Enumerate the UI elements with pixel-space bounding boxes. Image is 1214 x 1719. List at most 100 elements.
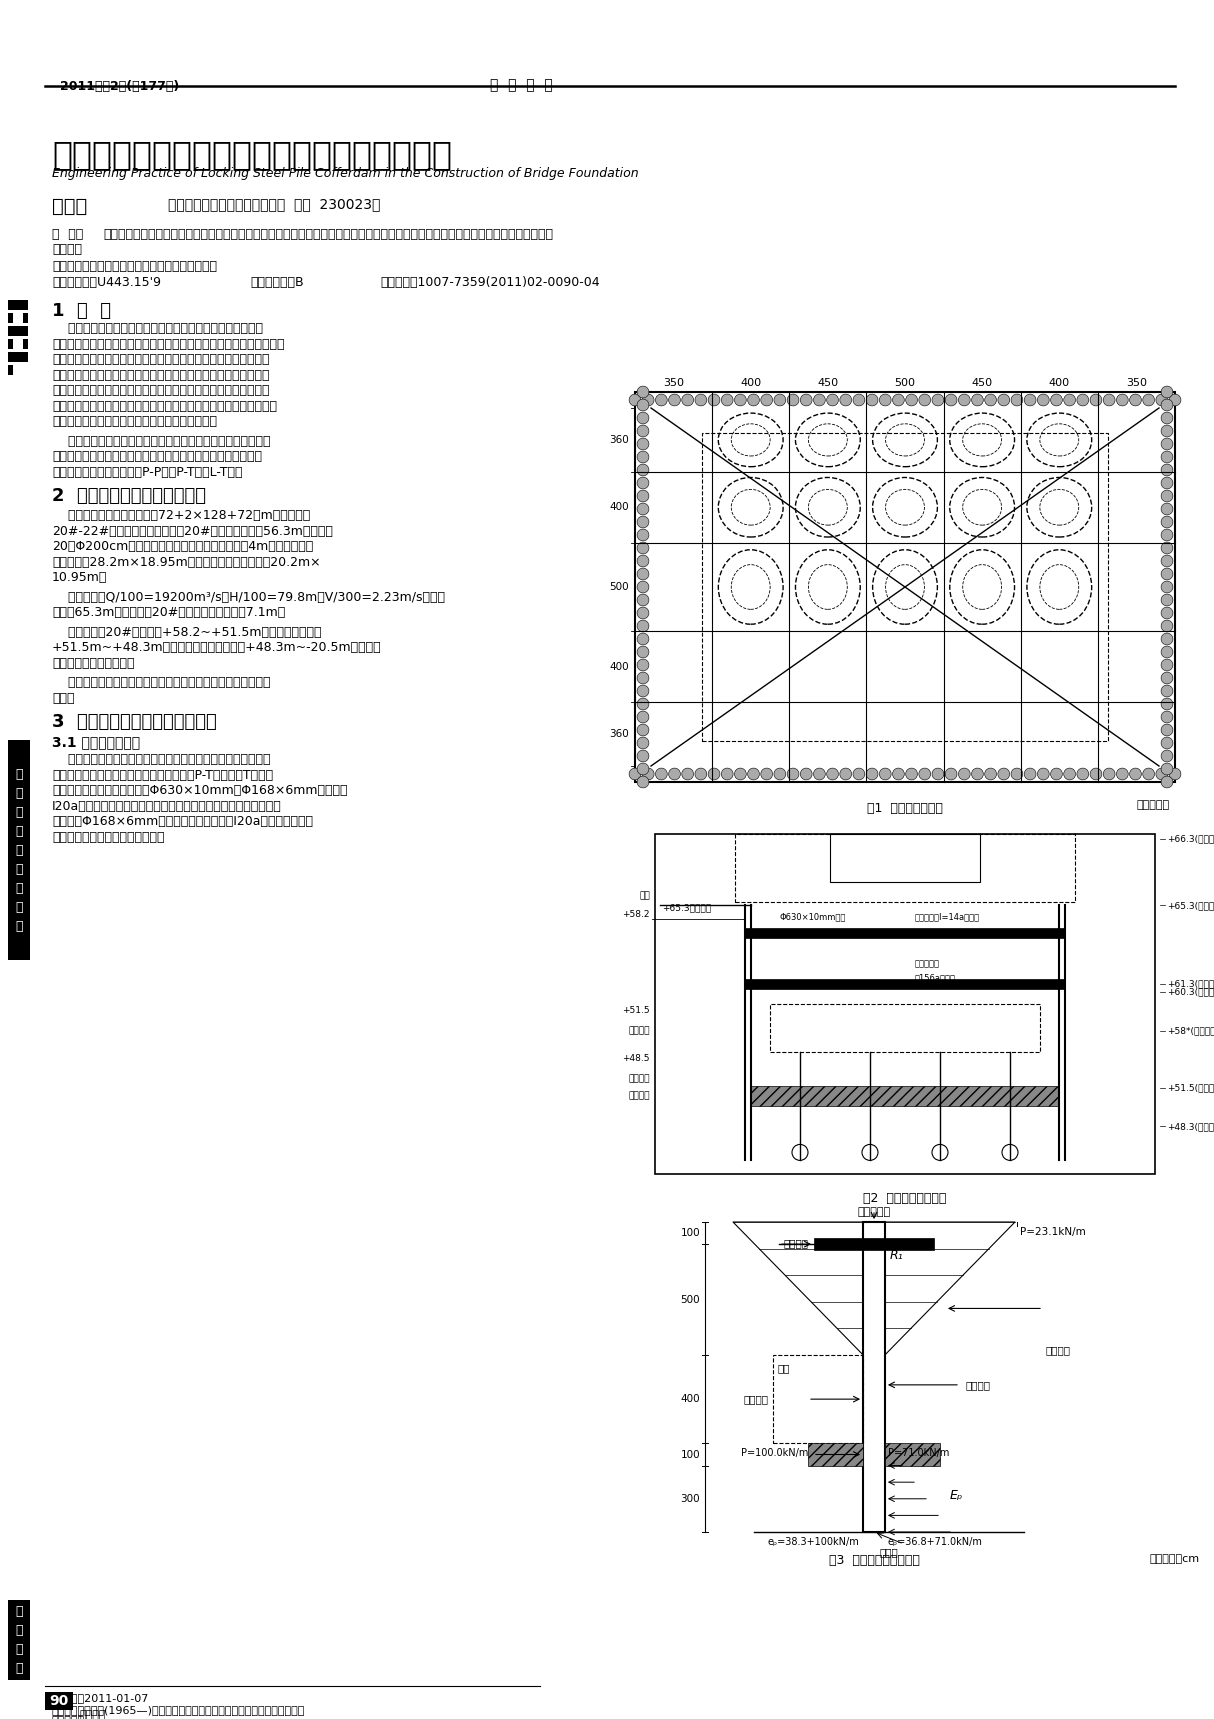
Bar [13, 301, 18, 309]
Circle shape [827, 394, 839, 406]
Text: 400: 400 [609, 662, 629, 672]
Circle shape [1090, 394, 1102, 406]
Text: P=23.1kN/m: P=23.1kN/m [1020, 1227, 1085, 1238]
Bar [863, 1222, 885, 1532]
Text: +65.3施工水位: +65.3施工水位 [662, 904, 711, 913]
Circle shape [1050, 394, 1062, 406]
Circle shape [1161, 658, 1173, 670]
Circle shape [879, 394, 891, 406]
Circle shape [629, 768, 641, 780]
Circle shape [637, 595, 649, 605]
Circle shape [840, 768, 852, 780]
Circle shape [637, 621, 649, 633]
Bar [8, 327, 13, 335]
Circle shape [879, 768, 891, 780]
Circle shape [694, 394, 707, 406]
Circle shape [642, 394, 654, 406]
Circle shape [1129, 394, 1141, 406]
Circle shape [1038, 768, 1049, 780]
Circle shape [1025, 394, 1036, 406]
Circle shape [637, 633, 649, 645]
Circle shape [637, 686, 649, 696]
Text: 400: 400 [1049, 378, 1070, 388]
Circle shape [669, 394, 680, 406]
Text: P=71.0kN/m: P=71.0kN/m [887, 1449, 949, 1458]
Text: 下近年来出现的一种新型围堰结构，因其具有施工简便、结构灵活、: 下近年来出现的一种新型围堰结构，因其具有施工简便、结构灵活、 [52, 399, 277, 413]
Circle shape [708, 768, 720, 780]
Circle shape [775, 394, 785, 406]
Text: 工技术得到广泛的应用，尤其是深水或地质条件复杂的桥梁基础的: 工技术得到广泛的应用，尤其是深水或地质条件复杂的桥梁基础的 [52, 368, 270, 382]
Circle shape [1161, 387, 1173, 397]
Circle shape [932, 394, 943, 406]
Circle shape [637, 607, 649, 619]
Text: I20a组成，大小钢管间两侧采用竖向加劲板加固并于接接的钢管满: I20a组成，大小钢管间两侧采用竖向加劲板加固并于接接的钢管满 [52, 799, 282, 813]
Text: 400: 400 [609, 502, 629, 512]
Circle shape [1161, 749, 1173, 762]
Circle shape [906, 768, 918, 780]
Circle shape [1161, 698, 1173, 710]
Bar [13, 352, 18, 363]
Bar [770, 1004, 1040, 1052]
Bar [745, 928, 1065, 937]
Bar [8, 313, 13, 323]
Circle shape [637, 490, 649, 502]
Circle shape [1161, 737, 1173, 749]
Circle shape [637, 387, 649, 397]
Text: 450: 450 [817, 378, 839, 388]
Circle shape [1161, 490, 1173, 502]
Bar [809, 1444, 863, 1466]
Circle shape [813, 394, 826, 406]
Circle shape [1161, 555, 1173, 567]
Text: 450: 450 [971, 378, 993, 388]
Text: 新的发展阶段，大型跨江跨河桥梁工程不断出现，一批新型桥梁施: 新的发展阶段，大型跨江跨河桥梁工程不断出现，一批新型桥梁施 [52, 352, 270, 366]
Bar [8, 364, 13, 375]
Text: 更常用的工字钢替代；由钢管Φ630×10mm、Φ168×6mm及工字钢: 更常用的工字钢替代；由钢管Φ630×10mm、Φ168×6mm及工字钢 [52, 784, 347, 798]
Text: 内为强风化泥岩粉砂岩。: 内为强风化泥岩粉砂岩。 [52, 657, 135, 669]
Circle shape [637, 646, 649, 658]
Bar [23, 352, 28, 363]
Bar [18, 327, 23, 335]
Text: 通过方案比选，最后选用了锁口钢管桩围堰作为本承台的施工: 通过方案比选，最后选用了锁口钢管桩围堰作为本承台的施工 [52, 676, 271, 689]
Text: 建设的加快，国内的铁路、公路及市政桥梁建设也陆陆续续进入了一个: 建设的加快，国内的铁路、公路及市政桥梁建设也陆陆续续进入了一个 [52, 337, 284, 351]
Circle shape [1117, 768, 1128, 780]
Text: 填浇实黏土或压住防水胶和材料。: 填浇实黏土或压住防水胶和材料。 [52, 830, 165, 844]
Circle shape [656, 394, 668, 406]
Text: 某铁路跨江特大桥，主跨（72+2×128+72）m连续梁主墩: 某铁路跨江特大桥，主跨（72+2×128+72）m连续梁主墩 [52, 509, 311, 523]
Circle shape [775, 768, 785, 780]
Circle shape [932, 768, 943, 780]
Circle shape [1156, 394, 1168, 406]
Circle shape [1161, 763, 1173, 775]
Text: +51.5(围堰底标高): +51.5(围堰底标高) [1167, 1083, 1214, 1092]
Circle shape [1038, 394, 1049, 406]
Circle shape [892, 768, 904, 780]
Circle shape [637, 478, 649, 488]
Circle shape [637, 672, 649, 684]
Circle shape [1090, 768, 1102, 780]
Circle shape [1161, 464, 1173, 476]
Text: 3  锁口钢管桩围堰的设计及检算: 3 锁口钢管桩围堰的设计及检算 [52, 713, 217, 731]
Circle shape [682, 394, 693, 406]
Circle shape [1161, 529, 1173, 541]
Circle shape [1161, 438, 1173, 450]
Circle shape [1161, 775, 1173, 787]
Bar [815, 1238, 934, 1250]
Circle shape [637, 698, 649, 710]
Circle shape [1161, 672, 1173, 684]
Circle shape [919, 768, 931, 780]
Circle shape [998, 768, 1010, 780]
Circle shape [1161, 621, 1173, 633]
Circle shape [669, 768, 680, 780]
Text: P=100.0kN/m: P=100.0kN/m [741, 1449, 809, 1458]
Text: 焊，钢管Φ168×6mm切口与下一段的工字钢I20a咬合，锁口内塞: 焊，钢管Φ168×6mm切口与下一段的工字钢I20a咬合，锁口内塞 [52, 815, 313, 829]
Text: 10.95m。: 10.95m。 [52, 571, 107, 584]
Bar [18, 301, 23, 309]
Circle shape [637, 775, 649, 787]
Circle shape [866, 768, 878, 780]
Circle shape [1161, 450, 1173, 462]
Circle shape [985, 394, 997, 406]
Text: Φ630×10mm钢管: Φ630×10mm钢管 [781, 913, 846, 921]
Circle shape [906, 394, 918, 406]
Circle shape [1129, 768, 1141, 780]
Text: 下层钢管：: 下层钢管： [915, 959, 940, 970]
Bar [656, 834, 1155, 1174]
